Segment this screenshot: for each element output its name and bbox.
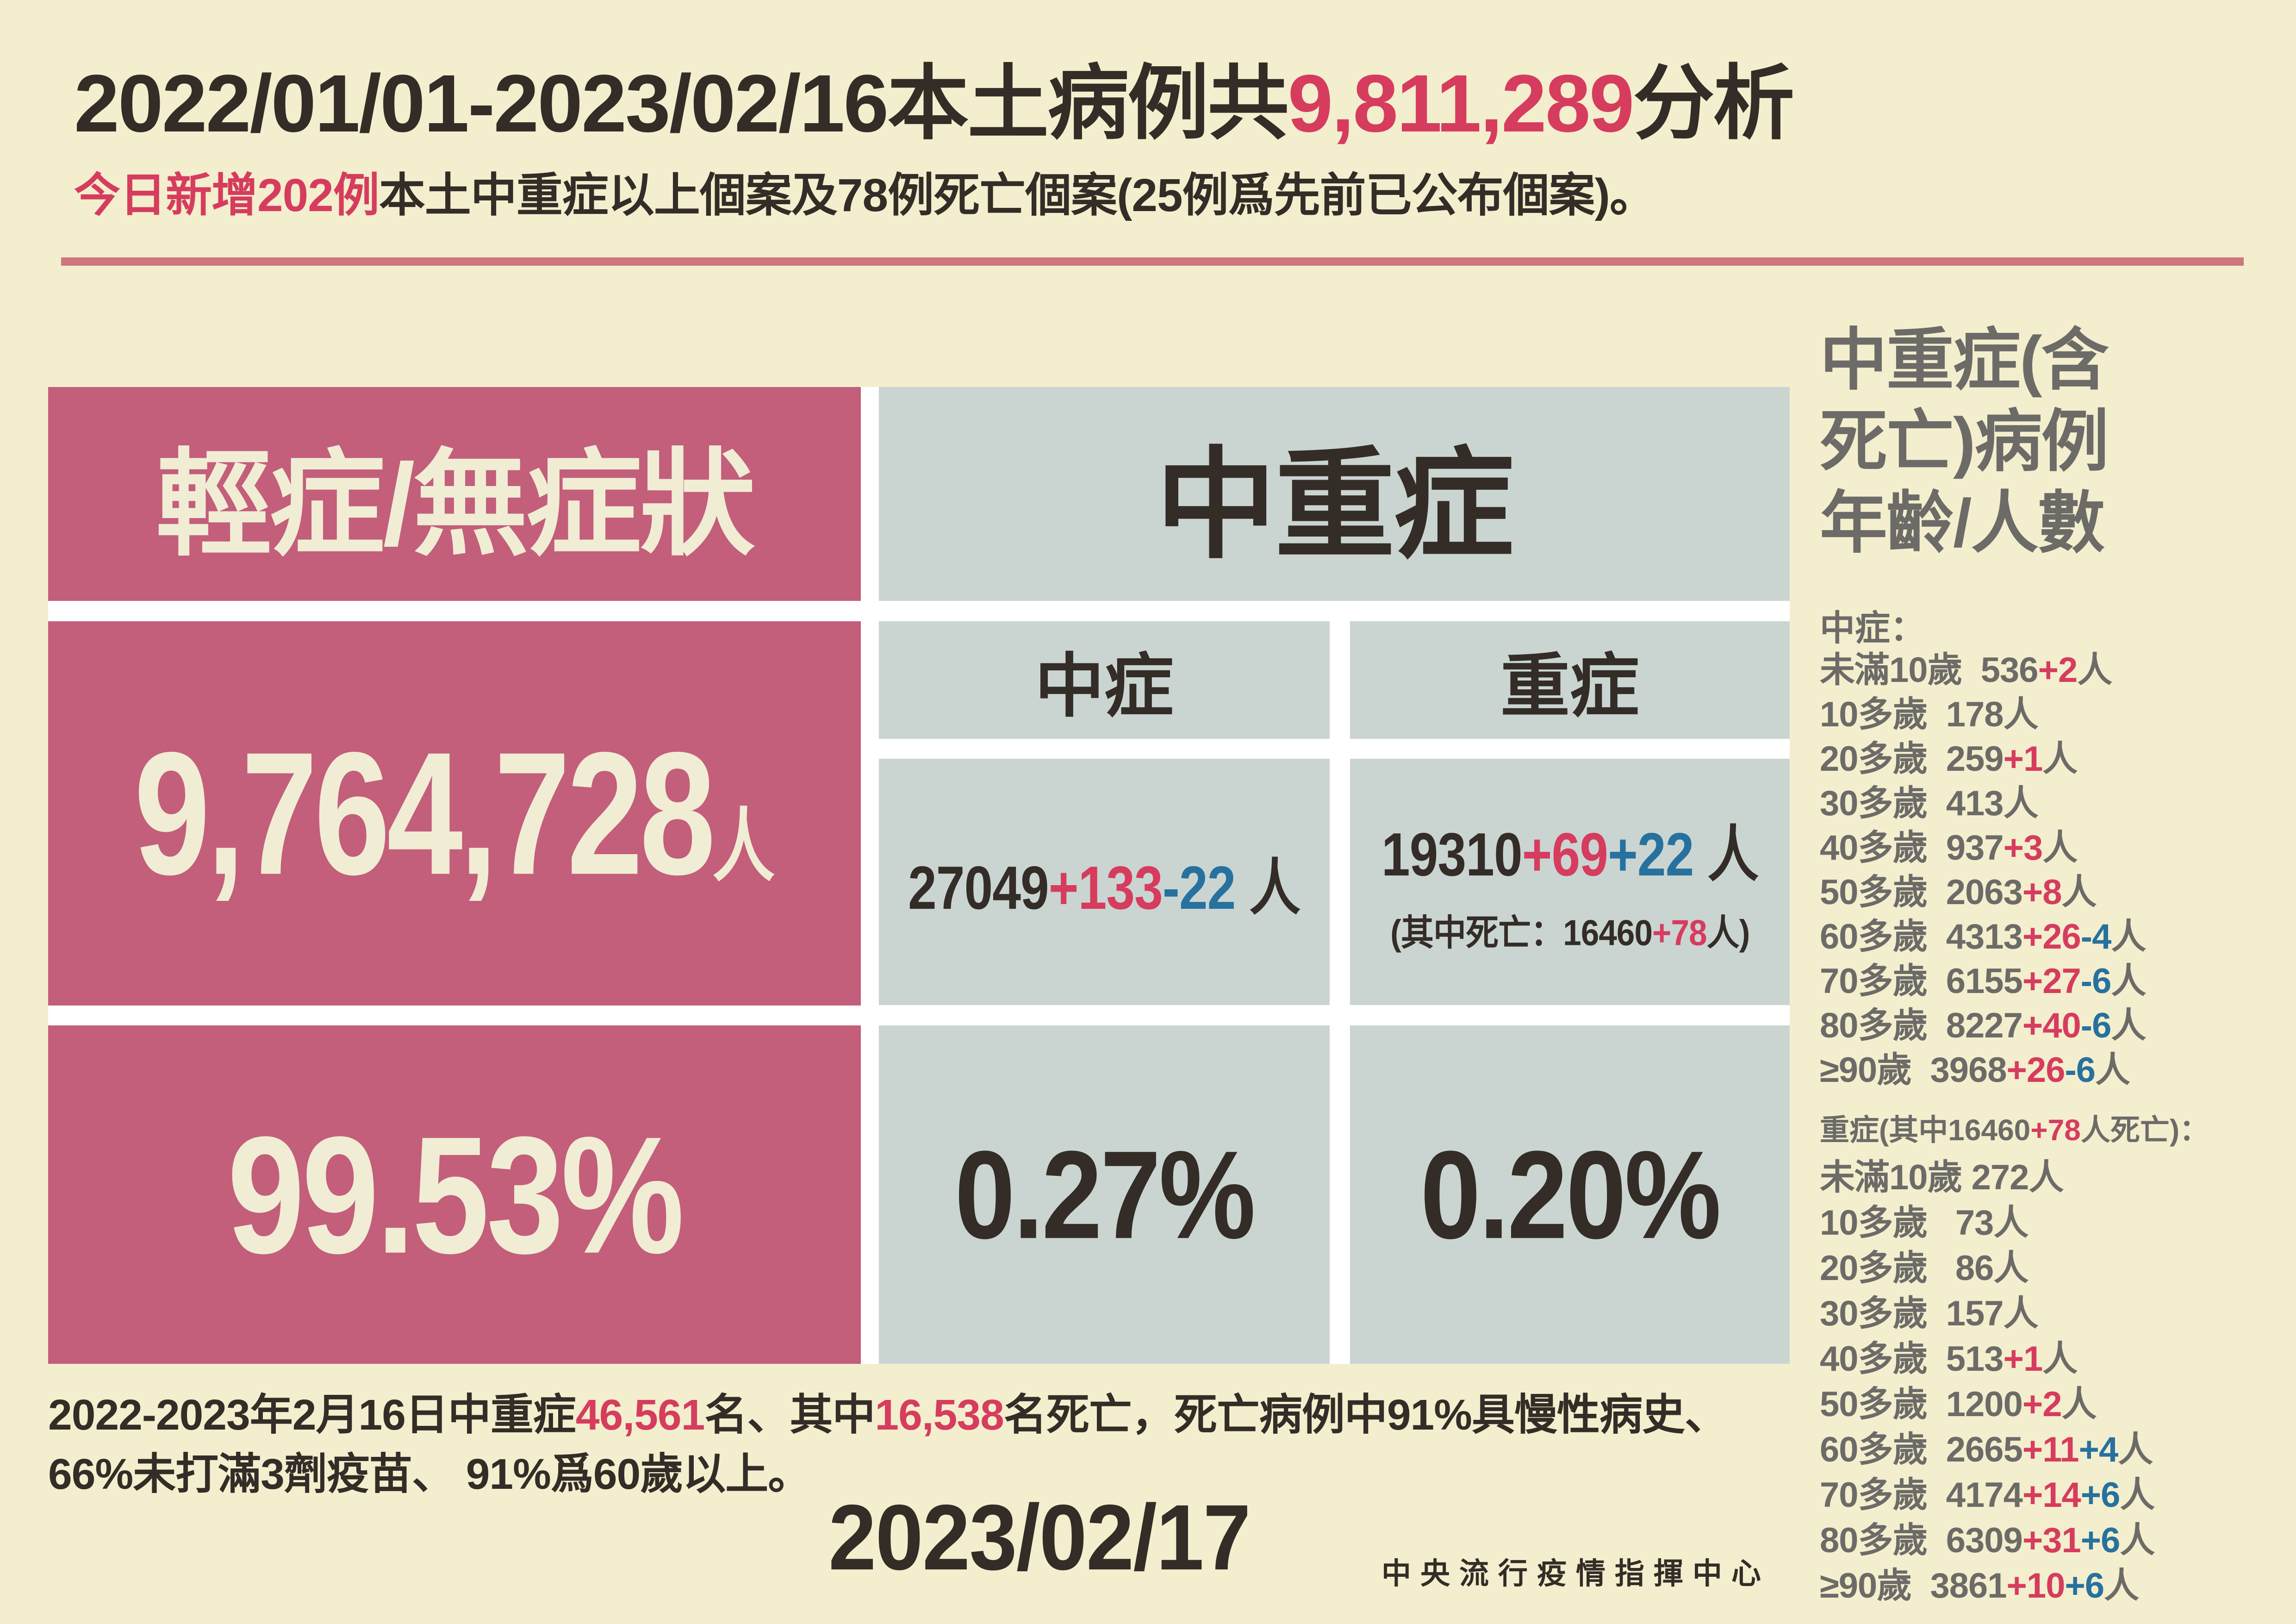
agency-name: 中央流行疫情指揮中心 [1381,1557,1770,1590]
page-subtitle: 今日新增202例本土中重症以上個案及78例死亡個案(25例爲先前已公布個案)。 [74,169,1656,221]
sidebar-severe-age-list: 未滿10歲 272人 10多歲 73人 20多歲 86人 30多歲 157人 40多歲 … [1820,1155,2155,1609]
title-divider-rule [61,257,2244,266]
mild-asymptomatic-header: 輕症/無症狀 [48,387,861,601]
mild-percent-value: 99.53% [227,1101,684,1288]
moderate-age-row: 80多歲 8227+40-6人 [1820,1006,2146,1045]
sidebar-title-line: 中重症(含 [1820,322,2109,398]
moderate-age-row: 30多歲 413人 [1820,784,2039,823]
mild-count-value: 9,764,728 [134,715,716,912]
moderate-column-header: 中症 [879,621,1330,739]
severe-count-value: 19310+69+22 人 [1381,820,1759,889]
severe-age-row: 50多歲 1200+2人 [1820,1385,2097,1424]
sidebar-severe-list-title: 重症(其中16460+78人死亡)： [1820,1113,2209,1147]
severe-label: 重症 [1500,647,1639,725]
sidebar-moderate-age-list: 未滿10歲 536+2人 10多歲 178人 20多歲 259+1人 30多歲 413… [1820,648,2146,1093]
moderate-age-row: 60多歲 4313+26-4人 [1820,917,2146,956]
severe-age-row: 60多歲 2665+11+4人 [1820,1430,2153,1469]
moderate-count-value: 27049+133-22 人 [908,853,1300,922]
severe-age-row: ≥90歲 3861+10+6人 [1820,1566,2139,1605]
sidebar-title-line: 年齡/人數 [1820,485,2105,561]
severe-count-box: 19310+69+22 人 (其中死亡：16460+78人) [1350,759,1790,1005]
severe-age-row: 30多歲 157人 [1820,1294,2039,1333]
severe-age-row: 80多歲 6309+31+6人 [1820,1521,2155,1560]
mild-count-line: 9,764,728人 [134,712,775,914]
moderate-percent-value: 0.27% [954,1124,1256,1265]
page-title: 2022/01/01-2023/02/16本土病例共9,811,289分析 [74,58,1795,149]
report-date-value: 2023/02/17 [828,1486,1251,1590]
moderate-age-row: 20多歲 259+1人 [1820,739,2078,779]
moderate-age-row: 未滿10歲 536+2人 [1820,650,2112,690]
sidebar-moderate-list-title: 中症： [1820,609,1925,648]
mild-count-unit: 人 [712,801,775,891]
severe-age-row: 70多歲 4174+14+6人 [1820,1475,2155,1515]
severe-percent-box: 0.20% [1350,1025,1790,1364]
sidebar-title-line: 死亡)病例 [1820,404,2109,479]
moderate-age-row: 50多歲 2063+8人 [1820,873,2097,912]
moderate-age-row: ≥90歲 3968+26-6人 [1820,1050,2130,1090]
footer-summary-line2: 66%未打滿3劑疫苗、 91%爲60歲以上。 [48,1450,811,1498]
moderate-severe-label: 中重症 [1156,438,1514,573]
moderate-label: 中症 [1034,647,1174,725]
moderate-count-box: 27049+133-22 人 [879,759,1330,1005]
mild-count-box: 9,764,728人 [48,621,861,1006]
severe-column-header: 重症 [1350,621,1790,739]
mild-asymptomatic-label: 輕症/無症狀 [156,440,755,569]
severe-age-row: 20多歲 86人 [1820,1249,2028,1288]
severe-death-note: (其中死亡：16460+78人) [1390,912,1750,953]
severe-age-row: 10多歲 73人 [1820,1203,2028,1243]
mild-percent-box: 99.53% [48,1025,861,1364]
sidebar-title: 中重症(含 死亡)病例 年齡/人數 [1820,319,2283,564]
moderate-age-row: 10多歲 178人 [1820,695,2039,734]
severe-age-row: 未滿10歲 272人 [1820,1158,2064,1197]
footer-summary-line1: 2022-2023年2月16日中重症46,561名、其中16,538名死亡，死亡… [48,1391,1728,1439]
report-date: 2023/02/17 [828,1486,1251,1590]
moderate-age-row: 70多歲 6155+27-6人 [1820,962,2146,1001]
moderate-age-row: 40多歲 937+3人 [1820,828,2078,868]
moderate-percent-box: 0.27% [879,1025,1330,1364]
severe-percent-value: 0.20% [1420,1124,1721,1265]
moderate-severe-header: 中重症 [879,387,1790,601]
severe-age-row: 40多歲 513+1人 [1820,1339,2078,1379]
